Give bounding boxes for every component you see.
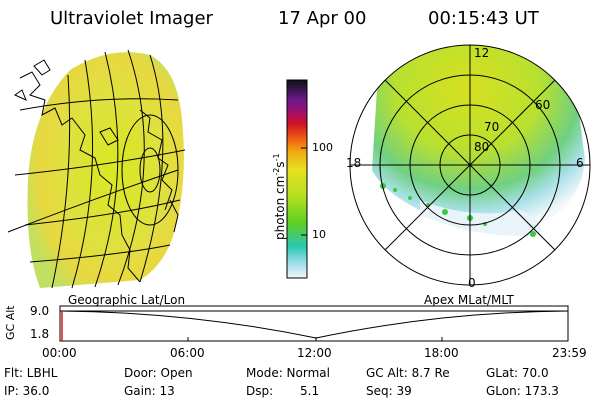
mlt-label-6: 6 [576,156,584,170]
timeline-y-top: 9.0 [30,304,50,318]
info-flt: Flt: LBHL [4,366,58,380]
info-mode: Mode: Normal [246,366,330,380]
info-gain: Gain: 13 [124,384,175,398]
timeline-y-bottom: 1.8 [30,327,50,341]
timeline-tick-1800: 18:00 [424,346,459,360]
info-door: Door: Open [124,366,193,380]
image-time: 00:15:43 UT [428,8,539,29]
instrument-title: Ultraviolet Imager [50,8,213,29]
image-date: 17 Apr 00 [278,8,367,29]
mlt-label-0: 0 [468,276,476,290]
timeline-right-title: Apex MLat/MLT [424,293,514,307]
timeline-axis-label: GC Alt [4,305,17,340]
timeline-tick-1200: 12:00 [297,346,332,360]
colorbar [286,79,308,279]
timeline-tick-2359: 23:59 [552,346,587,360]
altitude-timeline [59,305,569,342]
info-seq: Seq: 39 [366,384,412,398]
mlt-label-12: 12 [474,46,490,60]
info-dsp-value: 5.1 [300,384,320,398]
lat-label-60: 60 [535,98,551,112]
colorbar-unit-label: photon cm-2s-1 [272,153,287,240]
info-ip: IP: 36.0 [4,384,50,398]
mlt-label-18: 18 [346,156,362,170]
info-dsp-label: Dsp: [246,384,274,398]
info-gc-alt: GC Alt: 8.7 Re [366,366,450,380]
timeline-tick-0000: 00:00 [42,346,77,360]
info-glat: GLat: 70.0 [486,366,549,380]
timeline-tick-0600: 06:00 [170,346,205,360]
timeline-left-title: Geographic Lat/Lon [68,293,186,307]
info-glon: GLon: 173.3 [486,384,559,398]
lat-label-70: 70 [484,120,500,134]
colorbar-tick-100: 100 [312,141,333,154]
lat-label-80: 80 [474,140,490,154]
colorbar-tick-10: 10 [312,228,326,241]
polar-auroral-image [349,44,591,286]
earth-globe-image [7,49,186,289]
